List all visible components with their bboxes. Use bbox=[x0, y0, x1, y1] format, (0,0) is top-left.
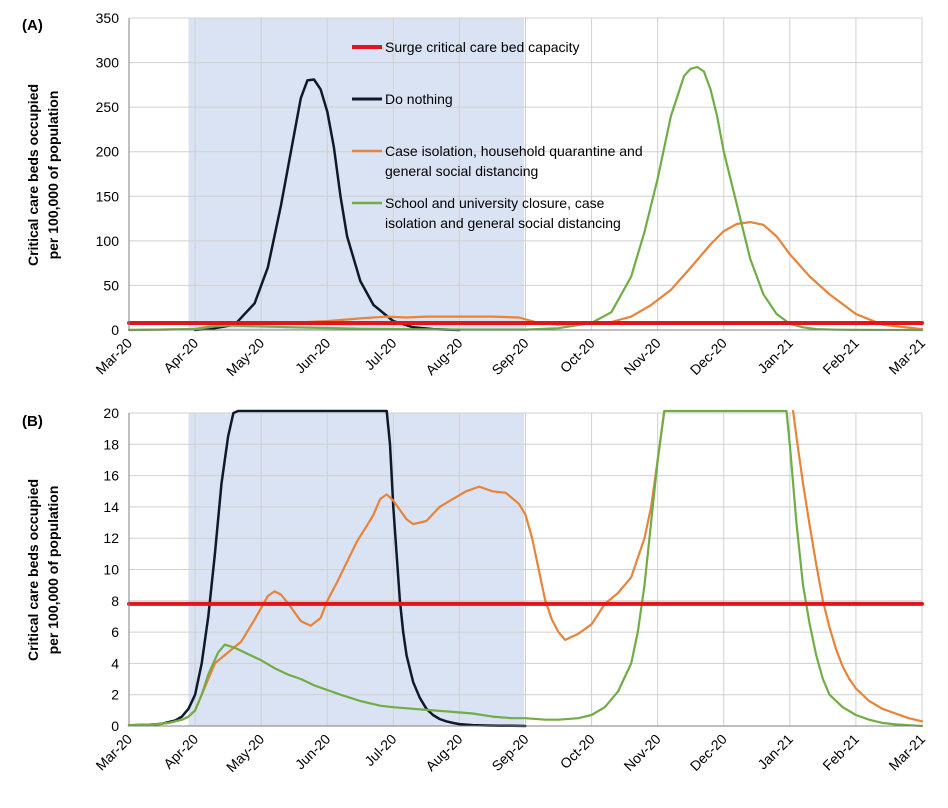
panel-a-axes bbox=[128, 18, 922, 331]
panel-a-label: (A) bbox=[22, 17, 43, 34]
panel-b-label: (B) bbox=[22, 413, 43, 430]
y-tick-label: 4 bbox=[111, 655, 119, 671]
x-tick-label: Aug-20 bbox=[422, 731, 465, 774]
y-tick-label: 16 bbox=[103, 468, 119, 484]
legend-label-case-isolation-line1: Case isolation, household quarantine and bbox=[385, 143, 643, 159]
x-tick-label: Jun-20 bbox=[292, 335, 334, 377]
panel-a-intervention-period bbox=[188, 18, 525, 330]
x-tick-label: Mar-21 bbox=[885, 731, 928, 774]
panel-a-series bbox=[127, 65, 924, 332]
legend-label-case-isolation-line2: general social distancing bbox=[385, 163, 538, 179]
x-tick-label: Sep-20 bbox=[488, 335, 531, 378]
panel-b-y-tick-labels: 0 2 4 6 8 10 12 14 16 18 20 bbox=[103, 405, 119, 734]
panel-b: (B) Critical care beds occupied per 100,… bbox=[22, 405, 928, 775]
y-tick-label: 6 bbox=[111, 624, 119, 640]
legend-label-school-closure-line1: School and university closure, case bbox=[385, 195, 605, 211]
x-tick-label: Jan-21 bbox=[754, 335, 796, 377]
y-tick-label: 8 bbox=[111, 593, 119, 609]
series-case-isolation-household-quarantine-and-general-social-distancing bbox=[127, 409, 666, 727]
y-tick-label: 14 bbox=[103, 499, 119, 515]
y-tick-label: 20 bbox=[103, 405, 119, 421]
series-school-and-university-closure-case-isolation-and-general-social-distancing bbox=[127, 409, 924, 728]
series-school-and-university-closure-case-isolation-and-general-social-distancing bbox=[127, 65, 924, 332]
x-tick-label: Jun-20 bbox=[292, 731, 334, 773]
panel-b-axes bbox=[128, 413, 922, 727]
x-tick-label: May-20 bbox=[223, 731, 267, 775]
y-tick-label: 10 bbox=[103, 562, 119, 578]
panel-b-ylabel: Critical care beds occupied per 100,000 … bbox=[25, 479, 61, 661]
x-tick-label: May-20 bbox=[223, 335, 267, 379]
legend-label-capacity: Surge critical care bed capacity bbox=[385, 39, 580, 55]
x-tick-label: Feb-21 bbox=[819, 335, 862, 378]
x-tick-label: Jan-21 bbox=[754, 731, 796, 773]
y-tick-label: 350 bbox=[96, 10, 120, 26]
panel-a-x-tick-labels: Mar-20 Apr-20 May-20 Jun-20 Jul-20 Aug-20 Sep-… bbox=[92, 335, 928, 379]
panel-a: (A) Critical care beds occupied per 100,… bbox=[22, 10, 928, 379]
panel-a-legend: Surge critical care bed capacity Do noth… bbox=[352, 39, 643, 231]
x-tick-label: Mar-20 bbox=[92, 335, 135, 378]
x-tick-label: Nov-20 bbox=[621, 335, 664, 378]
x-tick-label: Dec-20 bbox=[687, 731, 730, 774]
panel-a-ylabel-line2: per 100,000 of population bbox=[45, 91, 61, 260]
x-tick-label: Apr-20 bbox=[160, 731, 201, 772]
y-tick-label: 18 bbox=[103, 436, 119, 452]
y-tick-label: 12 bbox=[103, 530, 119, 546]
panel-a-ylabel: Critical care beds occupied per 100,000 … bbox=[25, 84, 61, 266]
x-tick-label: Mar-20 bbox=[92, 731, 135, 774]
panel-b-ylabel-line2: per 100,000 of population bbox=[45, 486, 61, 655]
x-tick-label: Mar-21 bbox=[885, 335, 928, 378]
y-tick-label: 300 bbox=[96, 55, 120, 71]
y-tick-label: 200 bbox=[96, 144, 120, 160]
y-tick-label: 0 bbox=[111, 718, 119, 734]
x-tick-label: Aug-20 bbox=[422, 335, 465, 378]
panel-b-ylabel-line1: Critical care beds occupied bbox=[25, 479, 41, 661]
x-tick-label: Sep-20 bbox=[488, 731, 531, 774]
y-tick-label: 0 bbox=[111, 322, 119, 338]
x-tick-label: Feb-21 bbox=[819, 731, 862, 774]
legend-label-do-nothing: Do nothing bbox=[385, 91, 453, 107]
series-do-nothing bbox=[127, 409, 527, 728]
x-tick-label: Jul-20 bbox=[361, 335, 399, 373]
panel-b-series bbox=[127, 409, 924, 728]
y-tick-label: 50 bbox=[103, 277, 119, 293]
panel-a-y-tick-labels: 0 50 100 150 200 250 300 350 bbox=[96, 10, 120, 338]
series-case-isolation-household-quarantine-and-general-social-distancing-decline bbox=[791, 409, 924, 723]
x-tick-label: Oct-20 bbox=[557, 731, 598, 772]
y-tick-label: 150 bbox=[96, 188, 120, 204]
y-tick-label: 2 bbox=[111, 687, 119, 703]
x-tick-label: Jul-20 bbox=[361, 731, 399, 769]
x-tick-label: Dec-20 bbox=[687, 335, 730, 378]
panel-a-ylabel-line1: Critical care beds occupied bbox=[25, 84, 41, 266]
x-tick-label: Nov-20 bbox=[621, 731, 664, 774]
x-tick-label: Apr-20 bbox=[160, 335, 201, 376]
panel-b-x-tick-labels: Mar-20 Apr-20 May-20 Jun-20 Jul-20 Aug-20 Sep-… bbox=[92, 731, 928, 775]
x-tick-label: Oct-20 bbox=[557, 335, 598, 376]
y-tick-label: 250 bbox=[96, 99, 120, 115]
y-tick-label: 100 bbox=[96, 233, 120, 249]
legend-label-school-closure-line2: isolation and general social distancing bbox=[385, 215, 621, 231]
